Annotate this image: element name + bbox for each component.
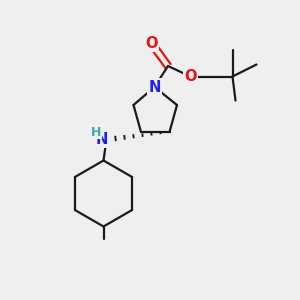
Text: H: H [91,125,101,139]
Text: N: N [148,80,161,94]
Text: O: O [184,69,197,84]
Text: O: O [145,36,158,51]
Text: N: N [96,132,108,147]
